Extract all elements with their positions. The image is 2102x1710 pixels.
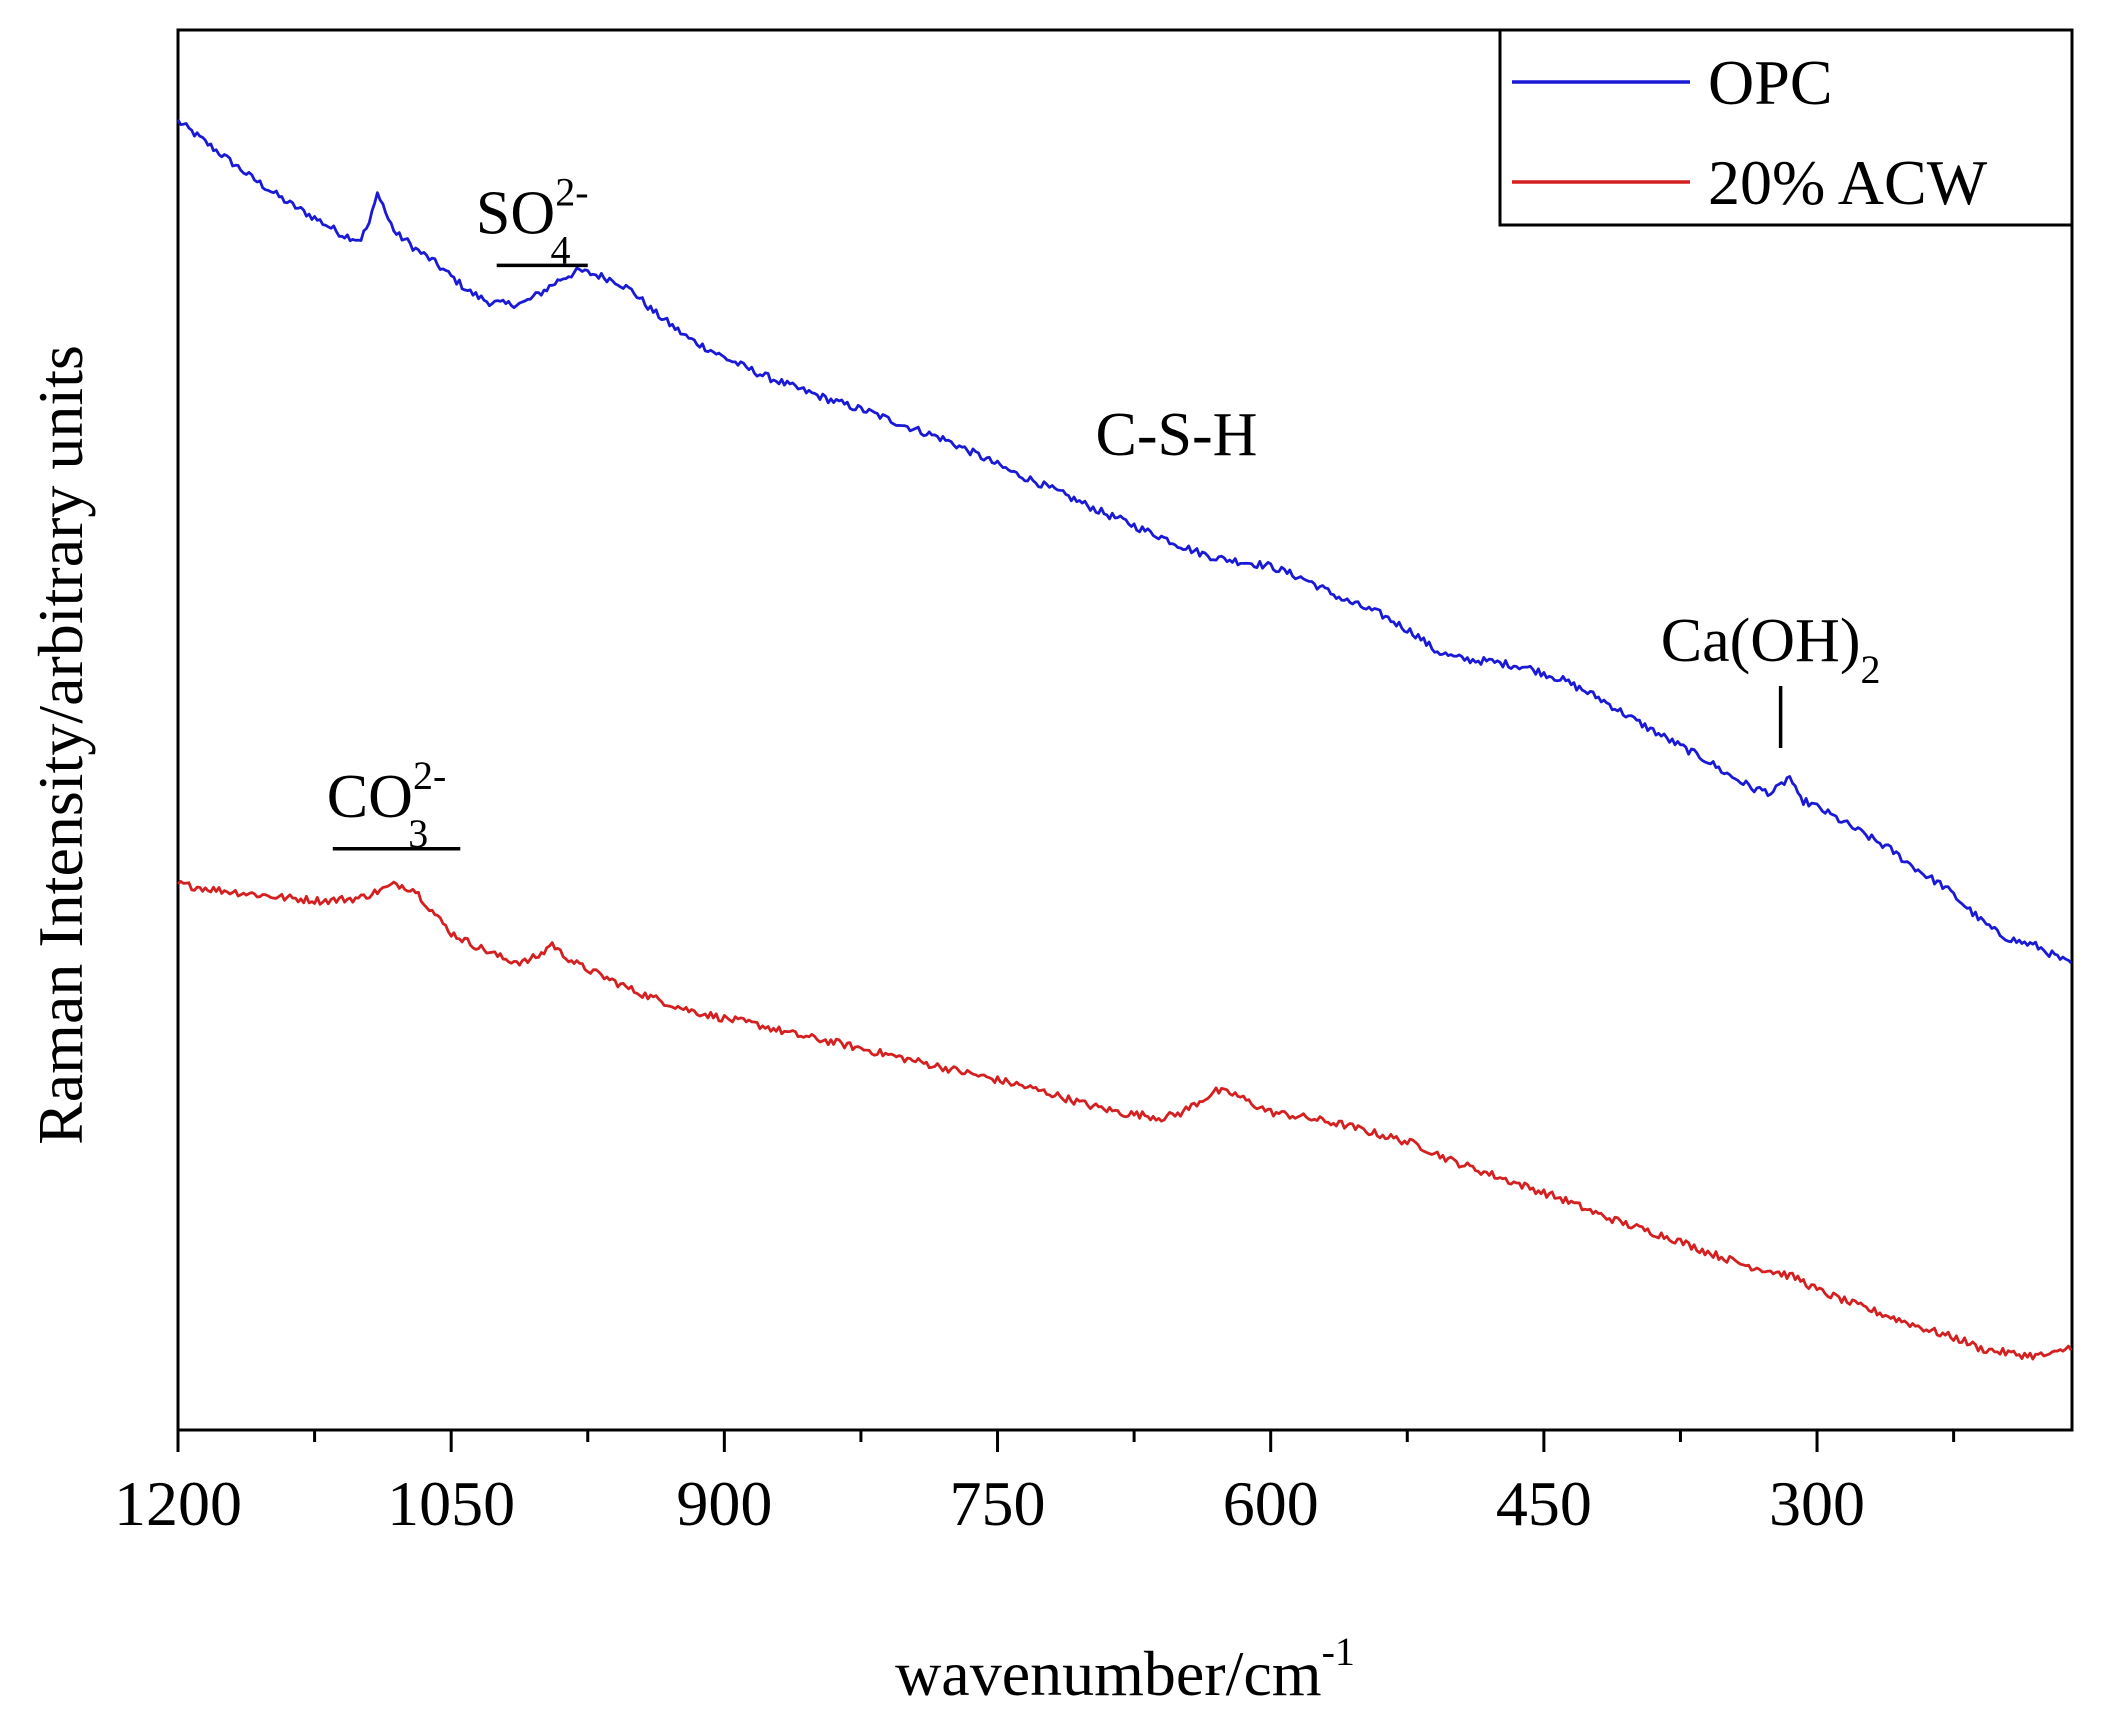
annotation-label: Ca(OH)2 <box>1661 607 1881 692</box>
x-tick-label: 750 <box>950 1468 1046 1539</box>
annotation-subscript: 2 <box>1860 647 1880 692</box>
annotation-main: CO <box>327 763 413 831</box>
legend-label: 20% ACW <box>1708 147 1988 218</box>
annotation-subscript: 4 <box>551 227 571 272</box>
series-line-acw <box>177 880 2073 1361</box>
annotation-superscript: 2- <box>413 753 446 798</box>
axes-frame <box>176 28 2074 1452</box>
legend: OPC 20% ACW <box>1498 28 2074 227</box>
plot-frame <box>176 28 2074 1432</box>
annotation-label: SO2- 4 <box>476 169 589 272</box>
annotation-main: SO <box>476 179 555 247</box>
x-tick-label: 1050 <box>387 1468 515 1539</box>
annotation-label: C-S-H <box>1095 401 1257 469</box>
legend-box <box>1498 28 2074 227</box>
x-axis-title-superscript: -1 <box>1322 1629 1355 1674</box>
x-tick-label: 450 <box>1496 1468 1592 1539</box>
annotation-subscript: 3 <box>408 811 428 856</box>
legend-label: OPC <box>1708 47 1833 118</box>
x-tick-label: 900 <box>676 1468 772 1539</box>
annotation-superscript: 2- <box>555 169 588 214</box>
x-tick-label: 600 <box>1223 1468 1319 1539</box>
annotation-main: Ca(OH) <box>1661 607 1861 675</box>
series-layer <box>176 119 2073 1361</box>
x-tick-label: 300 <box>1769 1468 1865 1539</box>
x-tick-label: 1200 <box>114 1468 242 1539</box>
x-axis-title: wavenumber/cm-1 <box>895 1629 1355 1709</box>
series-line-opc <box>176 119 2073 964</box>
y-axis-title: Raman Intensity/arbitrary units <box>25 345 96 1145</box>
annotation-label: CO2- 3 <box>327 753 446 856</box>
x-axis-title-text: wavenumber/cm <box>895 1638 1322 1709</box>
x-tick-labels: 1200 1050 900 750 600 450 300 <box>114 1468 1865 1539</box>
